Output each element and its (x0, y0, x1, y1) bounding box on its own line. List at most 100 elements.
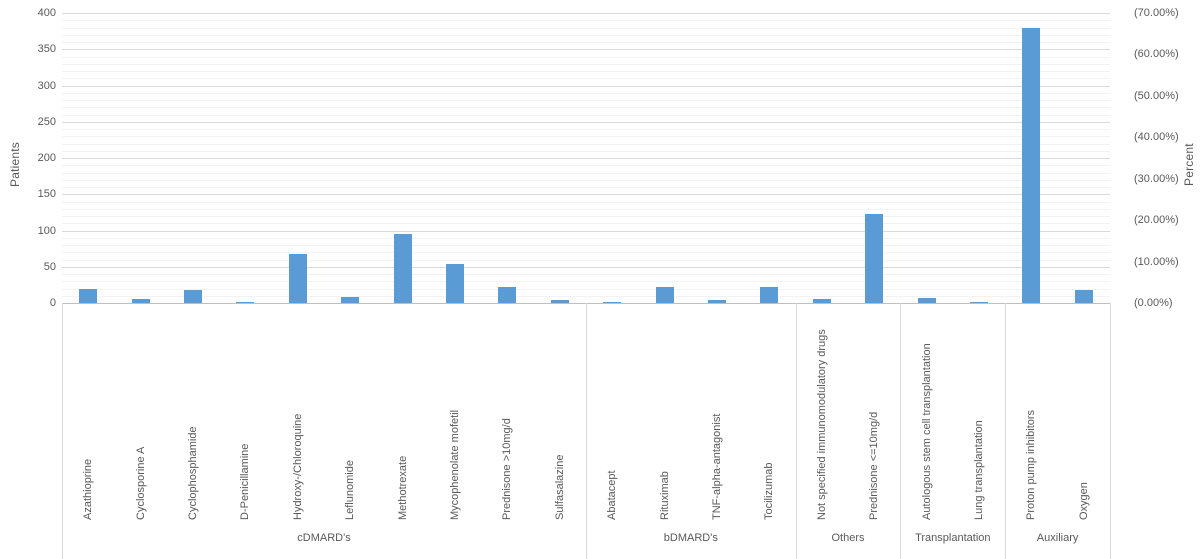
category-label: TNF-alpha-antagonist (711, 413, 723, 520)
bar-prednisone-10mg-d (498, 287, 517, 303)
gridline-minor (62, 259, 1110, 261)
bar-tocilizumab (760, 287, 779, 303)
gridline-minor (62, 143, 1110, 145)
gridline-major (62, 230, 1110, 232)
y-axis-tick-label: 50 (43, 260, 56, 273)
bar-mycophenolate-mofetil (446, 263, 464, 304)
gridline-minor (62, 237, 1110, 239)
gridline-major (62, 13, 1110, 14)
category-label: Sulfasalazine (553, 454, 566, 520)
gridline-minor (62, 150, 1110, 152)
percent-axis-tick-label: (50.00%) (1134, 89, 1179, 102)
category-label: Proton pump inhibitors (1025, 409, 1038, 520)
bar-azathioprine (79, 288, 98, 303)
gridline-minor (62, 245, 1110, 246)
bar-not-specified-immunomodulatory-drugs (812, 299, 831, 303)
percent-axis-tick-label: (0.00%) (1134, 297, 1173, 309)
bar-autologous-stem-cell-transplantation (917, 297, 936, 303)
bar-proton-pump-inhibitors (1022, 28, 1041, 303)
bar-prednisone-10mg-d (865, 213, 884, 303)
category-label: D-Penicillamine (239, 443, 252, 520)
gridline-minor (62, 63, 1110, 65)
gridline-major (62, 158, 1110, 159)
bar-leflunomide (341, 296, 360, 303)
gridline-minor (62, 78, 1110, 80)
bar-oxygen (1074, 289, 1093, 303)
gridline-minor (62, 172, 1110, 174)
gridline-minor (62, 216, 1110, 217)
gridline-minor (62, 295, 1110, 297)
gridline-minor (62, 223, 1110, 225)
category-label: Lung transplantation (973, 420, 985, 520)
gridline-minor (62, 165, 1110, 167)
category-label: Leflunomide (344, 460, 357, 520)
gridline-major (62, 85, 1110, 87)
y-axis-tick-label: 0 (49, 297, 56, 309)
gridline-minor (62, 42, 1110, 43)
category-separator-line (586, 303, 587, 559)
category-label: Cyclophosphamide (187, 426, 199, 520)
category-label: Mycophenolate mofetil (449, 409, 461, 520)
category-label: Prednisone >10mg/d (501, 418, 514, 520)
category-label: Azathioprine (82, 458, 95, 520)
group-label: bDMARD's (663, 532, 718, 544)
y-axis-tick-label: 100 (37, 224, 56, 237)
bar-rituximab (655, 287, 674, 303)
category-label: Cyclosporine A (134, 446, 147, 520)
gridline-minor (62, 136, 1110, 138)
percent-axis-tick-label: (20.00%) (1134, 214, 1179, 227)
category-label: Oxygen (1077, 482, 1090, 520)
percent-axis-tick-label: (60.00%) (1134, 48, 1179, 61)
gridline-minor (62, 201, 1110, 203)
group-label: Auxiliary (1036, 532, 1079, 544)
percent-axis-tick-label: (40.00%) (1134, 131, 1179, 144)
category-separator-line (795, 303, 797, 559)
bar-cyclophosphamide (184, 289, 202, 303)
gridline-minor (62, 187, 1110, 188)
gridline-minor (62, 179, 1110, 181)
gridline-minor (62, 71, 1110, 72)
category-label: Rituximab (658, 471, 671, 520)
category-label: Not specified immunomodulatory drugs (815, 329, 828, 520)
gridline-minor (62, 100, 1110, 101)
group-label: Transplantation (915, 532, 991, 544)
y-axis-tick-label: 150 (37, 188, 56, 201)
category-separator-line (62, 303, 63, 559)
gridline-major (62, 266, 1110, 268)
gridline-minor (62, 281, 1110, 283)
y-axis-tick-label: 250 (37, 115, 56, 128)
gridline-minor (62, 20, 1110, 22)
bar-cyclosporine-a (131, 299, 150, 303)
category-label: Hydroxy-/Chloroquine (291, 413, 304, 520)
y-axis-tick-label: 350 (37, 43, 56, 56)
gridline-minor (62, 107, 1110, 109)
category-label: Autologous stem cell transplantation (920, 343, 933, 520)
bar-lung-transplantation (970, 301, 988, 303)
percent-axis-tick-label: (10.00%) (1134, 255, 1179, 268)
category-separator-line (1110, 303, 1111, 559)
bar-sulfasalazine (550, 300, 569, 303)
percent-axis-tick-label: (70.00%) (1134, 7, 1179, 19)
gridline-minor (62, 27, 1110, 29)
category-separator-line (900, 303, 902, 559)
gridline-minor (62, 252, 1110, 254)
group-label: cDMARD's (297, 532, 351, 544)
gridline-major (62, 194, 1110, 196)
y-axis-tick-label: 200 (37, 152, 56, 164)
bar-abatacept (603, 301, 622, 303)
y-axis-title: Patients (8, 142, 22, 188)
gridline-minor (62, 34, 1110, 36)
bar-d-penicillamine (236, 302, 255, 303)
bar-methotrexate (393, 234, 412, 303)
category-label: Methotrexate (396, 455, 409, 520)
category-separator-line (1005, 303, 1007, 559)
category-label: Abatacept (606, 470, 619, 520)
category-label: Tocilizumab (763, 462, 776, 520)
category-label: Prednisone <=10mg/d (868, 411, 881, 520)
gridline-minor (62, 129, 1110, 130)
y-axis-tick-label: 400 (37, 7, 56, 19)
group-label: Others (831, 532, 865, 544)
gridline-major (62, 49, 1110, 51)
percent-axis-tick-label: (30.00%) (1134, 172, 1179, 185)
